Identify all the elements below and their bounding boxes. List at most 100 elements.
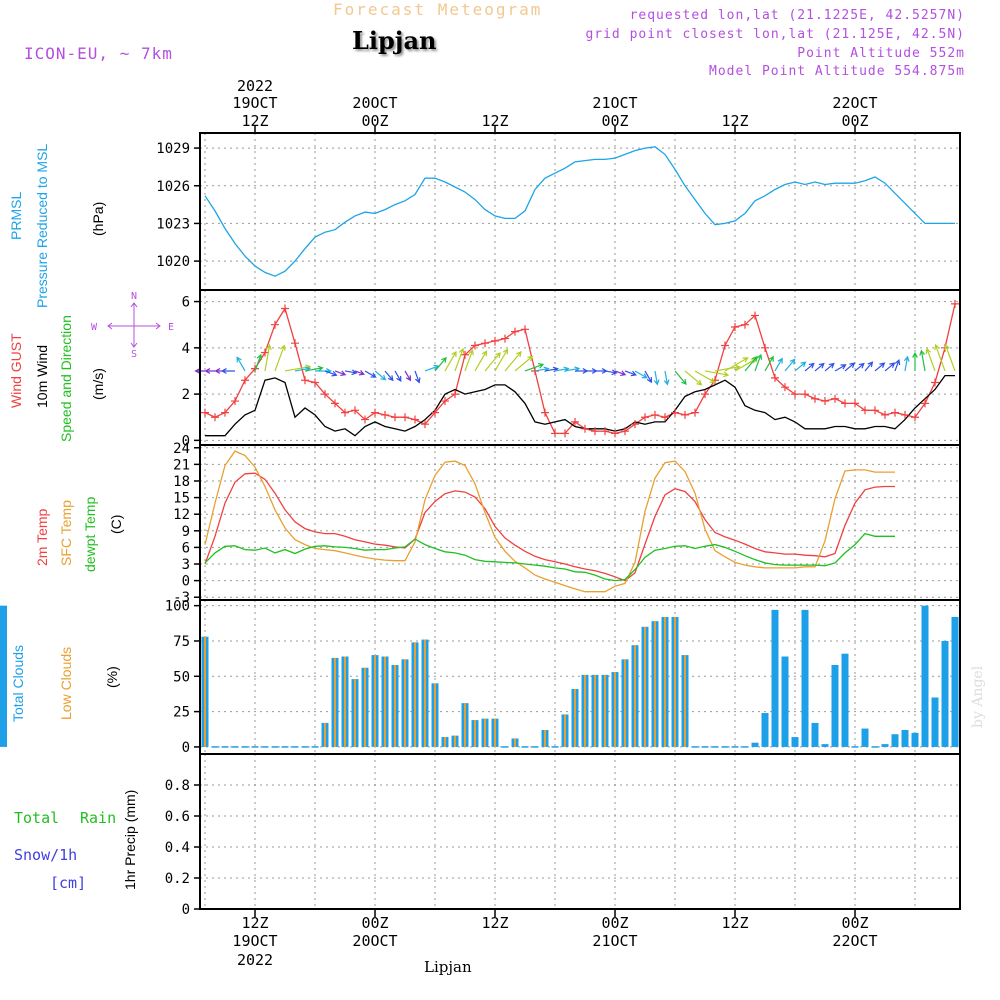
gust-marker bbox=[921, 399, 929, 408]
y-tick-label: 0 bbox=[182, 902, 190, 918]
y-tick-label: 3 bbox=[182, 557, 190, 573]
total-cloud-bar bbox=[821, 744, 829, 747]
x-hour-bottom: 12Z bbox=[721, 914, 748, 932]
wind-arrow bbox=[344, 369, 358, 376]
gust-marker bbox=[251, 364, 259, 373]
low-cloud-bar bbox=[654, 621, 656, 747]
total-cloud-bar bbox=[911, 732, 919, 747]
gust-marker bbox=[201, 408, 209, 417]
y-tick-label: 1026 bbox=[156, 179, 190, 195]
gust-marker bbox=[331, 399, 339, 408]
gust-marker bbox=[791, 390, 799, 399]
gust-marker bbox=[541, 408, 549, 417]
x-date-bottom: 19OCT bbox=[232, 932, 277, 950]
low-cloud-bar bbox=[474, 720, 476, 747]
gust-marker bbox=[651, 410, 659, 419]
gust-marker bbox=[371, 408, 379, 417]
gust-marker bbox=[811, 394, 819, 403]
low-cloud-bar bbox=[464, 703, 466, 747]
x-hour-top: 00Z bbox=[361, 112, 388, 130]
wind-arrow bbox=[454, 347, 465, 372]
series-lines bbox=[204, 146, 956, 593]
gust-marker bbox=[591, 427, 599, 436]
low-cloud-bar bbox=[684, 655, 686, 747]
wind-arrows bbox=[194, 343, 956, 386]
wind-arrow bbox=[524, 363, 545, 372]
series-markers bbox=[201, 299, 959, 438]
gust-marker bbox=[671, 408, 679, 417]
wind-arrow bbox=[604, 369, 618, 376]
y-tick-label: 0.8 bbox=[165, 778, 190, 794]
gust-marker bbox=[581, 424, 589, 433]
low-cloud-bar bbox=[584, 674, 586, 747]
gust-marker bbox=[741, 320, 749, 329]
wind-arrow bbox=[236, 356, 246, 372]
gust-marker bbox=[561, 429, 569, 438]
y-tick-label: 0.6 bbox=[165, 809, 190, 825]
low-cloud-bar bbox=[354, 679, 356, 747]
x-date-top: 21OCT bbox=[592, 94, 637, 112]
wind-arrow bbox=[514, 355, 534, 372]
gust-marker bbox=[881, 410, 889, 419]
low-cloud-bar bbox=[614, 672, 616, 747]
gust-marker bbox=[631, 420, 639, 429]
gust-marker bbox=[611, 429, 619, 438]
gust-marker bbox=[681, 410, 689, 419]
series-line-wind-gust bbox=[204, 303, 956, 435]
total-cloud-bar bbox=[921, 605, 929, 747]
x-date-top: 22OCT bbox=[832, 94, 877, 112]
wind-arrow bbox=[364, 370, 377, 378]
wind-arrow bbox=[814, 362, 825, 372]
x-hour-top: 12Z bbox=[241, 112, 268, 130]
y-tick-label: 21 bbox=[173, 457, 190, 473]
x-date-top: 19OCT bbox=[232, 94, 277, 112]
wind-arrow bbox=[704, 370, 730, 378]
low-cloud-bar bbox=[494, 718, 496, 747]
y-tick-label: 0.2 bbox=[165, 871, 190, 887]
x-hour-bottom: 00Z bbox=[601, 914, 628, 932]
wind-arrow bbox=[644, 370, 653, 384]
y-tick-label: 6 bbox=[182, 295, 190, 311]
watermark: by Angel bbox=[970, 665, 986, 728]
gust-marker bbox=[771, 373, 779, 382]
total-cloud-bar bbox=[0, 605, 7, 747]
wind-arrow bbox=[784, 358, 796, 372]
low-cloud-bar bbox=[624, 659, 626, 747]
wind-arrow bbox=[324, 370, 338, 377]
wind-arrow bbox=[264, 343, 272, 372]
wind-arrow bbox=[884, 362, 896, 372]
gust-marker bbox=[441, 397, 449, 406]
footer-location: Lipjan bbox=[424, 958, 472, 976]
low-cloud-bar bbox=[544, 729, 546, 747]
gust-marker bbox=[391, 413, 399, 422]
series-line-2m-temp bbox=[204, 472, 895, 582]
gust-marker bbox=[271, 320, 279, 329]
gust-marker bbox=[351, 406, 359, 415]
total-cloud-bar bbox=[771, 609, 779, 747]
low-cloud-bar bbox=[514, 738, 516, 747]
precip-rain-label: Rain bbox=[80, 809, 117, 827]
series-line-pressure bbox=[204, 146, 955, 277]
wind-arrow bbox=[220, 368, 235, 374]
y-tick-label: 1023 bbox=[156, 216, 190, 232]
y-tick-label: 25 bbox=[173, 705, 190, 721]
gust-marker bbox=[281, 304, 289, 313]
x-year-top: 2022 bbox=[237, 77, 273, 95]
gust-marker bbox=[221, 408, 229, 417]
gust-marker bbox=[661, 413, 669, 422]
compass-e: E bbox=[168, 322, 174, 333]
wind-arrow bbox=[494, 348, 509, 372]
wind-arrow bbox=[614, 370, 627, 377]
low-cloud-bar bbox=[424, 639, 426, 747]
tick-labels: 10201023102610290246-3036912151821240255… bbox=[156, 77, 877, 969]
y-tick-label: 12 bbox=[173, 507, 190, 523]
low-cloud-bar bbox=[484, 718, 486, 747]
low-cloud-bar bbox=[434, 683, 436, 747]
wind-arrow bbox=[414, 370, 421, 384]
wind-arrow bbox=[894, 358, 901, 372]
low-cloud-bar bbox=[664, 616, 666, 747]
x-date-bottom: 20OCT bbox=[352, 932, 397, 950]
wind-arrow bbox=[434, 356, 447, 372]
low-cloud-bar bbox=[594, 674, 596, 747]
wind-arrow bbox=[944, 343, 956, 372]
